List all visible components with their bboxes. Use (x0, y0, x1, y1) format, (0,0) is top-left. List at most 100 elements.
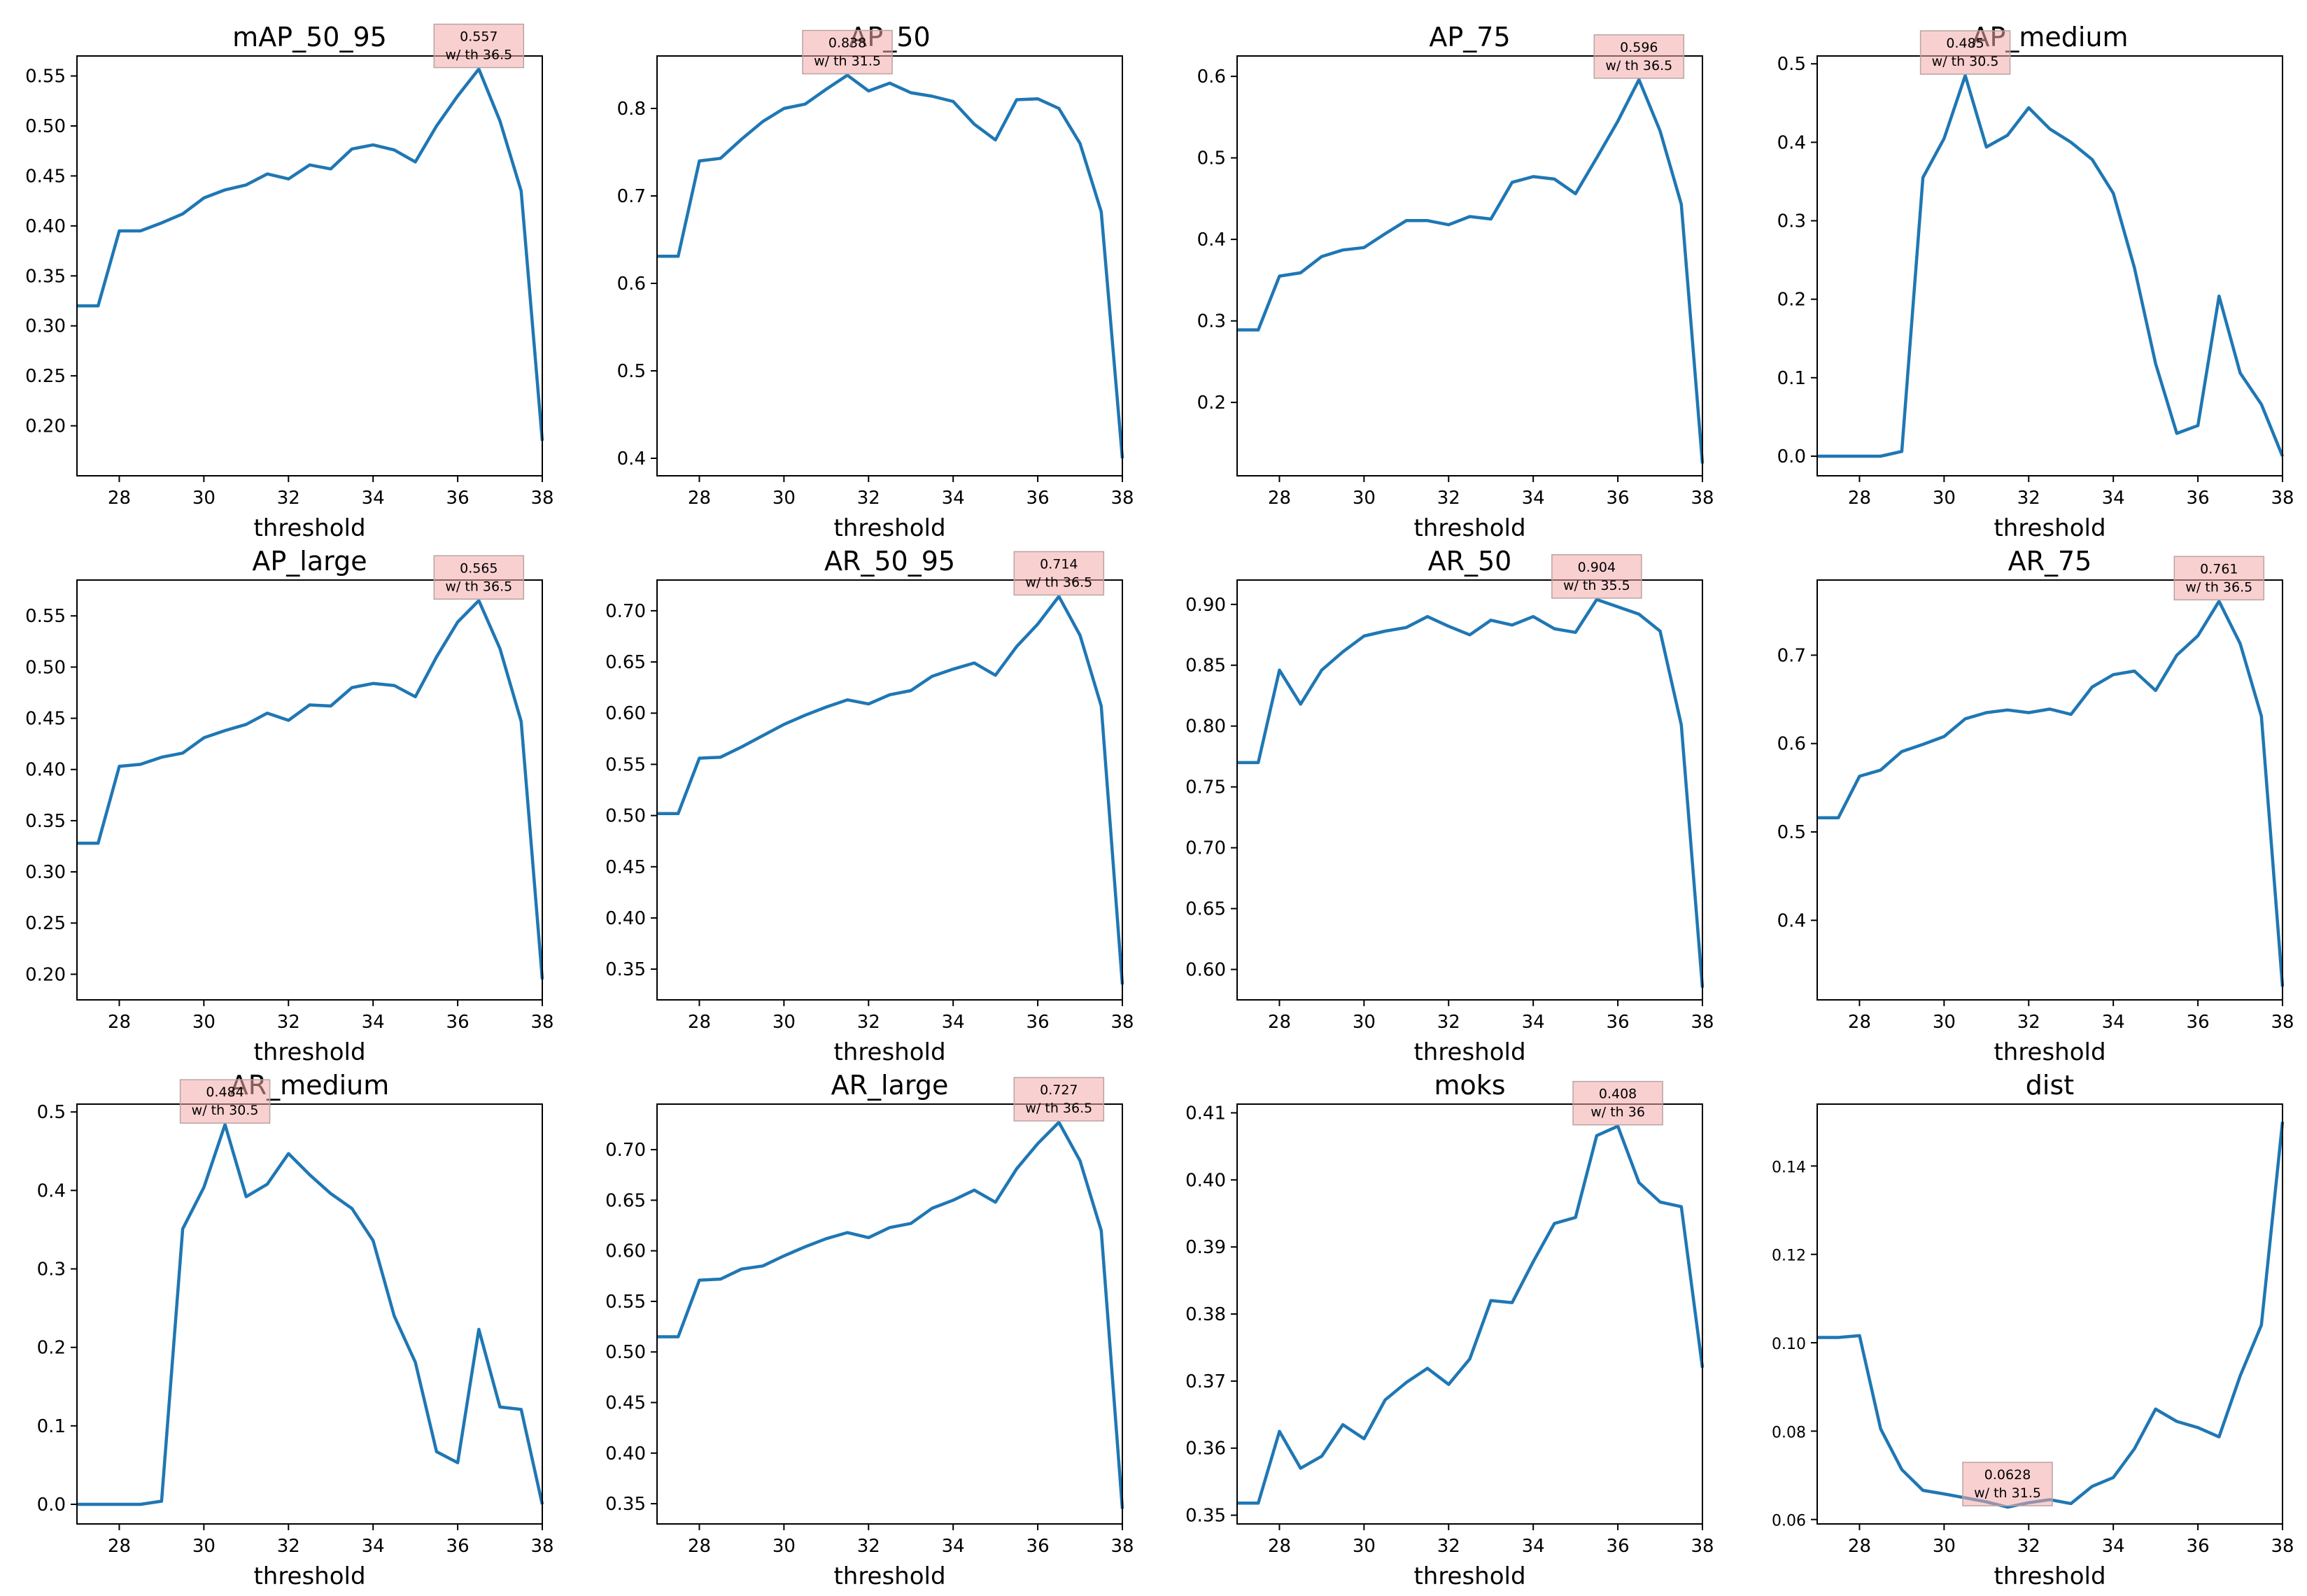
annotation-threshold: w/ th 36.5 (2185, 579, 2252, 595)
x-tick-label: 34 (362, 1012, 385, 1033)
axes-frame (1236, 1103, 1703, 1525)
series-line (77, 67, 544, 442)
annotation-value: 0.596 (1620, 40, 1658, 55)
series-line (657, 73, 1124, 459)
x-tick-label: 30 (1353, 1012, 1376, 1033)
x-tick-label: 30 (192, 488, 216, 509)
y-tick-label: 0.6 (1777, 734, 1806, 755)
y-tick-label: 0.6 (617, 274, 646, 295)
y-tick-label: 0.35 (605, 959, 646, 980)
y-tick-label: 0.55 (605, 754, 646, 775)
x-tick-label: 28 (1848, 1536, 1871, 1557)
axes-frame (76, 1103, 543, 1525)
x-tick-label: 30 (1933, 1536, 1956, 1557)
x-tick-label: 36 (2187, 1536, 2210, 1557)
x-tick-label: 32 (277, 1012, 300, 1033)
series-line (77, 599, 544, 980)
x-tick-label: 34 (942, 1012, 965, 1033)
y-tick-label: 0.38 (1185, 1304, 1226, 1325)
annotation-value: 0.838 (828, 36, 866, 51)
x-tick-label: 30 (1933, 1012, 1956, 1033)
y-tick-label: 0.4 (1197, 229, 1226, 250)
x-tick-label: 30 (772, 1536, 796, 1557)
x-tick-label: 34 (362, 488, 385, 509)
x-tick-label: 28 (1268, 488, 1291, 509)
y-tick-label: 0.5 (1777, 822, 1806, 843)
annotation-threshold: w/ th 36.5 (1605, 58, 1672, 73)
x-tick-label: 28 (1848, 1012, 1871, 1033)
x-axis-label: threshold (253, 1038, 365, 1066)
subplot-ar-large: AR_large 28 30 32 34 36 38 0.35 0.40 0.45 0.50 0.55… (605, 1070, 1134, 1590)
x-tick-label: 32 (1437, 1536, 1460, 1557)
y-tick-label: 0.90 (1185, 595, 1226, 616)
y-tick-label: 0.5 (37, 1102, 66, 1123)
x-axis-label: threshold (253, 1562, 365, 1590)
y-tick-label: 0.80 (1185, 716, 1226, 737)
y-tick-label: 0.45 (605, 1393, 646, 1414)
annotation-threshold: w/ th 31.5 (814, 54, 881, 69)
y-tick-label: 0.7 (1777, 645, 1806, 666)
x-tick-label: 38 (530, 1536, 553, 1557)
y-tick-label: 0.35 (1185, 1506, 1226, 1527)
subplot-ap-50: AP_502830323436380.40.50.60.70.8threshol… (617, 22, 1134, 542)
y-tick-label: 0.40 (1185, 1170, 1226, 1191)
annotation-box (1013, 1077, 1105, 1122)
x-tick-label: 38 (530, 1012, 553, 1033)
annotation-box (2173, 556, 2265, 601)
y-tick-label: 0.35 (605, 1494, 646, 1515)
x-axis-label: threshold (1413, 514, 1525, 542)
y-tick-label: 0.70 (605, 1140, 646, 1161)
x-axis-label: threshold (833, 1562, 945, 1590)
x-tick-label: 32 (277, 488, 300, 509)
annotation-box (179, 1079, 271, 1124)
x-tick-label: 28 (688, 488, 711, 509)
annotation-box (1551, 554, 1642, 599)
annotation-threshold: w/ th 36 (1590, 1105, 1645, 1120)
axes-frame (76, 55, 543, 476)
y-tick-label: 0.14 (1772, 1159, 1806, 1176)
y-tick-label: 0.60 (605, 703, 646, 724)
x-tick-label: 38 (2271, 488, 2294, 509)
annotation-box (433, 23, 525, 69)
annotation-threshold: w/ th 36.5 (1025, 574, 1092, 590)
x-tick-label: 38 (530, 488, 553, 509)
y-tick-label: 0.75 (1185, 777, 1226, 798)
series-line (657, 1120, 1124, 1509)
x-tick-label: 36 (446, 1012, 470, 1033)
annotation-threshold: w/ th 31.5 (1974, 1485, 2041, 1501)
x-tick-label: 34 (2102, 488, 2125, 509)
x-tick-label: 38 (1691, 1012, 1714, 1033)
y-tick-label: 0.8 (617, 99, 646, 120)
y-tick-label: 0.50 (25, 657, 66, 678)
annotation-value: 0.727 (1040, 1082, 1078, 1098)
y-tick-label: 0.30 (25, 316, 66, 337)
x-axis-label: threshold (1994, 514, 2105, 542)
axes-frame (1816, 579, 2283, 1001)
x-tick-label: 30 (772, 1012, 796, 1033)
y-tick-label: 0.12 (1772, 1248, 1806, 1265)
subplot-dist: dist 28 30 32 34 36 38 0.06 0.08 0.10 0.12 0.14 thre… (1772, 1070, 2294, 1590)
axes-frame (656, 579, 1123, 1001)
x-tick-label: 32 (857, 1012, 880, 1033)
y-tick-label: 0.35 (25, 811, 66, 832)
y-tick-label: 0.37 (1185, 1371, 1226, 1392)
x-tick-label: 38 (1110, 1012, 1134, 1033)
x-tick-label: 38 (1110, 1536, 1134, 1557)
x-tick-label: 36 (1607, 488, 1630, 509)
x-tick-label: 30 (772, 488, 796, 509)
y-tick-label: 0.5 (617, 361, 646, 382)
annotation-value: 0.0628 (1984, 1467, 2031, 1483)
annotation-value: 0.408 (1599, 1087, 1637, 1102)
x-tick-label: 34 (1522, 1536, 1545, 1557)
y-tick-label: 0.45 (25, 166, 66, 187)
y-tick-label: 0.10 (1772, 1336, 1806, 1353)
annotation-box (1572, 1080, 1663, 1126)
y-tick-label: 0.1 (37, 1416, 66, 1437)
x-tick-label: 36 (2187, 488, 2210, 509)
x-tick-label: 34 (1522, 488, 1545, 509)
subplot-ap-large: AP_large 28 30 32 34 36 38 0.20 0.25 0.30 0.35 0.40… (25, 546, 553, 1066)
x-tick-label: 32 (277, 1536, 300, 1557)
x-tick-label: 32 (2017, 1536, 2040, 1557)
annotation-value: 0.761 (2200, 561, 2238, 577)
y-tick-label: 0.70 (605, 601, 646, 622)
